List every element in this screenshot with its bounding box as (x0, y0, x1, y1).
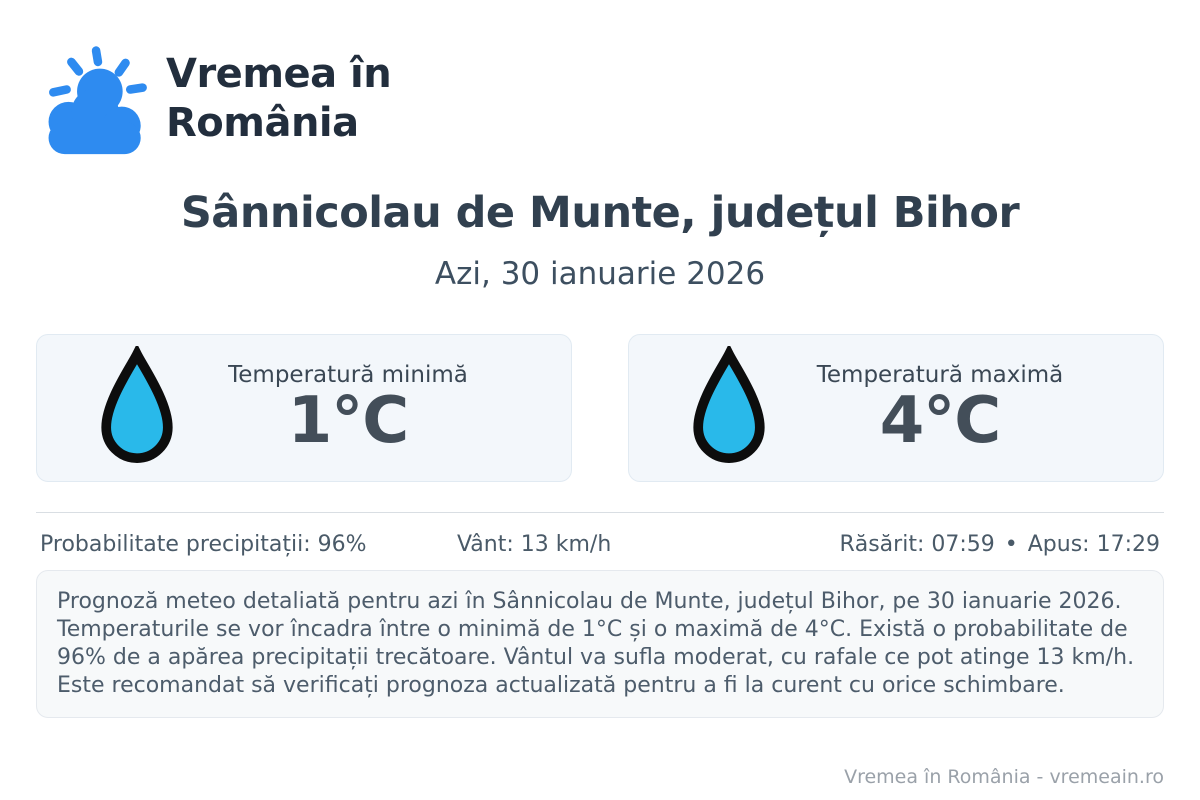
stats-divider (36, 512, 1164, 513)
forecast-description-box: Prognoză meteo detaliată pentru azi în S… (36, 570, 1164, 718)
temp-max-value: 4°C (879, 384, 1001, 459)
footer-credit: Vremea în România - vremeain.ro (844, 766, 1164, 788)
sunset-stat: Apus: 17:29 (1027, 532, 1160, 557)
forecast-description: Prognoză meteo detaliată pentru azi în S… (57, 589, 1135, 698)
page-title: Sânnicolau de Munte, județul Bihor (180, 188, 1020, 238)
wind-stat: Vânt: 13 km/h (456, 532, 612, 557)
temp-max-card: Temperatură maximă 4°C (628, 334, 1164, 482)
temp-min-card: Temperatură minimă 1°C (36, 334, 572, 482)
temp-min-value: 1°C (287, 384, 409, 459)
logo-text-line1: Vremea în (166, 51, 392, 98)
temp-max-info: Temperatură maximă 4°C (773, 362, 1107, 455)
sun-cloud-icon (48, 46, 147, 155)
temp-max-label: Temperatură maximă (816, 362, 1064, 389)
app-logo: Vremea în România (0, 0, 1200, 156)
page-subtitle: Azi, 30 ianuarie 2026 (434, 256, 766, 292)
logo-text: Vremea în România (166, 50, 392, 148)
bullet-separator: • (1004, 532, 1018, 557)
precipitation-stat: Probabilitate precipitații: 96% (40, 532, 367, 557)
logo-text-line2: România (166, 100, 359, 146)
stats-row: Probabilitate precipitații: 96% Vânt: 13… (40, 513, 1160, 557)
water-drop-icon (693, 346, 765, 463)
temp-min-info: Temperatură minimă 1°C (181, 362, 515, 455)
water-drop-icon (101, 346, 173, 463)
sunrise-stat: Răsărit: 07:59 (839, 532, 995, 557)
temperature-cards: Temperatură minimă 1°C Temperatură maxim… (36, 334, 1164, 482)
temp-min-label: Temperatură minimă (228, 362, 468, 389)
sun-stat: Răsărit: 07:59 • Apus: 17:29 (699, 532, 1160, 557)
